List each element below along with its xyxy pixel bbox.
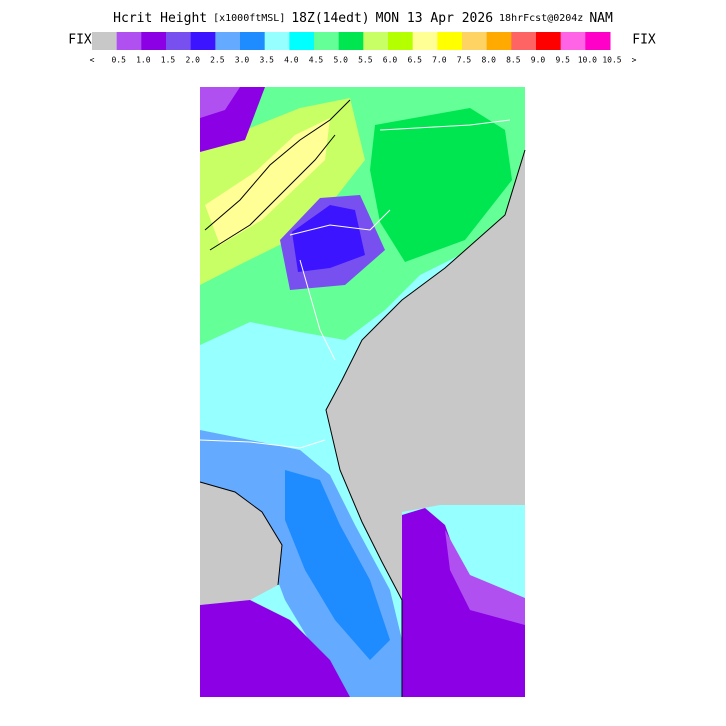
legend-swatch: [486, 32, 512, 50]
legend-swatch: [388, 32, 414, 50]
legend-label: 3.0: [235, 56, 250, 65]
region: [445, 530, 525, 625]
contour: [204, 99, 351, 231]
gulf: [200, 482, 282, 605]
legend-label: 6.0: [383, 56, 398, 65]
region: [402, 508, 525, 697]
legend-label: 9.5: [555, 56, 570, 65]
legend-swatch: [141, 32, 167, 50]
legend-label: 1.5: [161, 56, 176, 65]
coastline: [325, 149, 526, 697]
legend-label: 2.0: [185, 56, 200, 65]
legend-label: 8.5: [506, 56, 521, 65]
ocean: [326, 150, 525, 600]
legend-label: 5.0: [333, 56, 348, 65]
color-legend: <0.5 1.0 1.5 2.0 2.5 3.0 3.5 4.0 4.5 5.0 5.5 6.0 6.5…: [90, 32, 637, 65]
legend-swatch: [166, 32, 192, 50]
legend-label: 1.0: [136, 56, 151, 65]
map: [199, 87, 526, 697]
legend-swatch: [116, 32, 142, 50]
legend-label: 9.0: [531, 56, 546, 65]
legend-swatch: [338, 32, 364, 50]
legend-label: >: [632, 56, 637, 65]
legend-label: 5.5: [358, 56, 373, 65]
title-part: [x1000ftMSL]: [213, 13, 285, 24]
state-border: [289, 209, 391, 236]
legend-swatch: [412, 32, 438, 50]
title: Hcrit Height [x1000ftMSL] 18Z(14edt) MON 13…: [113, 11, 613, 26]
legend-swatch: [536, 32, 562, 50]
title-part: 18Z(14edt): [291, 11, 369, 26]
region: [200, 600, 350, 697]
legend-swatch: [511, 32, 537, 50]
legend-label: 0.5: [111, 56, 126, 65]
region: [205, 118, 330, 245]
legend-label: 7.0: [432, 56, 447, 65]
coastline: [199, 481, 283, 586]
region: [200, 87, 240, 118]
legend-label: 10.0: [578, 56, 597, 65]
legend-label: 8.0: [481, 56, 496, 65]
legend-label: 3.5: [259, 56, 274, 65]
region: [370, 108, 512, 262]
legend-swatch: [92, 32, 118, 50]
contour: [209, 134, 336, 251]
legend-swatch: [264, 32, 290, 50]
legend-swatch: [363, 32, 389, 50]
region: [292, 205, 365, 272]
legend-swatch: [190, 32, 216, 50]
title-part: Hcrit Height: [113, 11, 207, 26]
title-part: MON 13 Apr 2026: [376, 11, 493, 26]
state-border: [299, 259, 336, 361]
legend-label: 4.0: [284, 56, 299, 65]
fix-button-right[interactable]: FIX: [632, 33, 656, 48]
legend-swatch: [240, 32, 266, 50]
title-part: 18hrFcst@0204z: [499, 13, 583, 24]
legend-swatch: [215, 32, 241, 50]
legend-swatch: [289, 32, 315, 50]
fix-button-left[interactable]: FIX: [68, 33, 92, 48]
legend-label: 4.5: [309, 56, 324, 65]
legend-swatch: [437, 32, 463, 50]
legend-swatch: [314, 32, 340, 50]
legend-label: 7.5: [457, 56, 472, 65]
state-border: [379, 119, 511, 131]
title-text: Hcrit Height [x1000ftMSL] 18Z(14edt) MON 13…: [113, 11, 613, 26]
state-border: [199, 439, 326, 449]
legend-swatch: [560, 32, 586, 50]
legend-swatch: [462, 32, 488, 50]
legend-label: <: [90, 56, 95, 65]
legend-label: 2.5: [210, 56, 225, 65]
legend-label: 10.5: [602, 56, 621, 65]
title-part: NAM: [589, 11, 613, 26]
region: [285, 470, 390, 660]
legend-label: 6.5: [407, 56, 422, 65]
legend-swatch: [585, 32, 611, 50]
